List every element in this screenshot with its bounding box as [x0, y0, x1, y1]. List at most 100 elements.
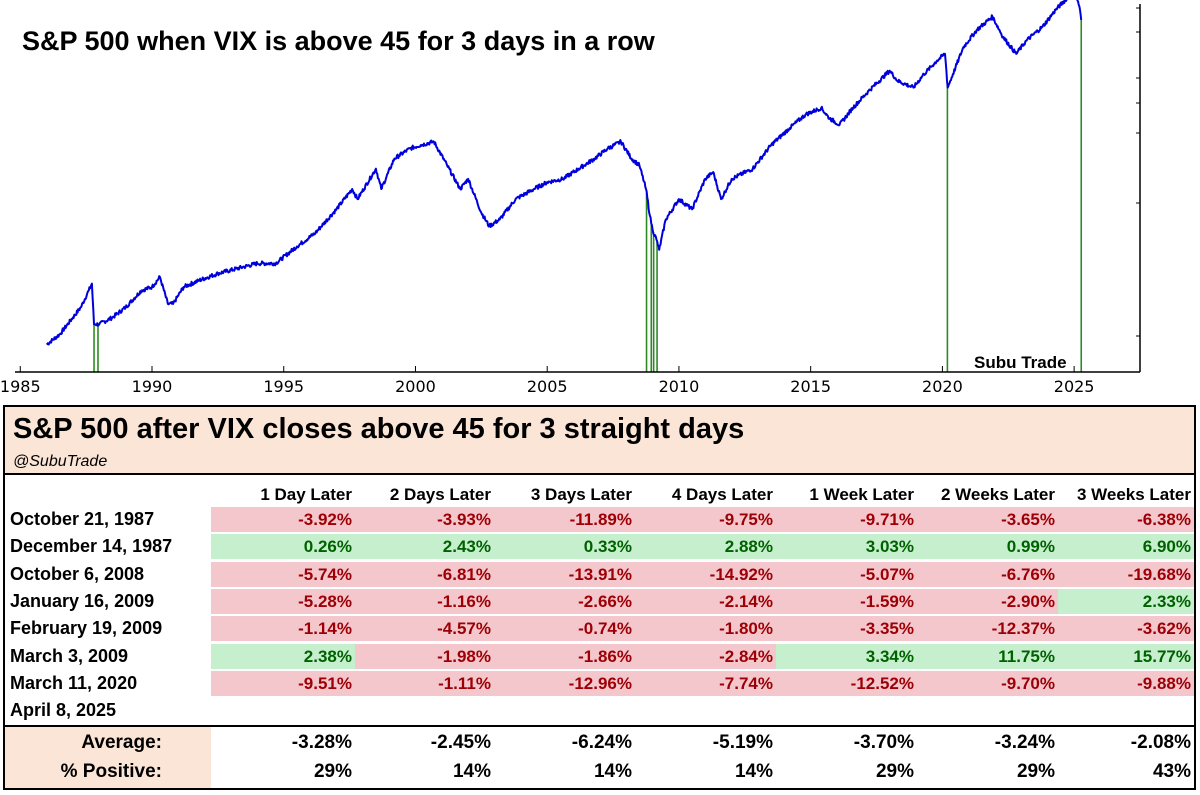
sp500-series-line	[46, 0, 1083, 346]
column-header: 3 Weeks Later	[1076, 485, 1191, 504]
table-cell	[1058, 698, 1194, 723]
summary-value: -3.24%	[994, 732, 1055, 753]
table-cell: -1.80%	[635, 616, 776, 642]
table-cell: -6.81%	[355, 561, 494, 587]
table-cell: -1.98%	[355, 643, 494, 669]
table-cell	[635, 698, 776, 723]
x-tick-label: 2010	[659, 377, 700, 396]
summary-value: -2.45%	[430, 732, 491, 753]
summary-label: % Positive:	[60, 761, 162, 782]
x-tick-label: 1985	[0, 377, 41, 396]
summary-value: -6.24%	[571, 732, 632, 753]
table-cell: -4.57%	[355, 616, 494, 642]
table-cell: -2.66%	[494, 588, 635, 614]
table-cell: -9.88%	[1058, 670, 1194, 696]
summary-value: -3.28%	[291, 732, 352, 753]
row-date-label: March 11, 2020	[10, 672, 138, 693]
table-cell: 0.26%	[211, 534, 355, 560]
x-tick-label: 1995	[263, 377, 304, 396]
table-cell: -6.38%	[1058, 507, 1194, 532]
table-cell: 3.34%	[776, 643, 917, 669]
table-cell: -5.28%	[211, 588, 355, 614]
x-tick-label: 2000	[395, 377, 436, 396]
table-cell: -3.92%	[211, 507, 355, 532]
table-cell: -5.74%	[211, 561, 355, 587]
summary-value: 29%	[313, 761, 352, 782]
table-cell: 6.90%	[1058, 534, 1194, 560]
summary-label: Average:	[81, 732, 162, 753]
table-cell: 0.33%	[494, 534, 635, 560]
series-layer	[46, 0, 1083, 346]
table-cell: -0.74%	[494, 616, 635, 642]
table-cell: -1.14%	[211, 616, 355, 642]
table-cell: 2.38%	[211, 643, 355, 669]
row-date-label: October 21, 1987	[10, 509, 155, 529]
summary-value: 43%	[1152, 761, 1191, 782]
summary-value: 14%	[734, 761, 773, 782]
table-cell: 2.33%	[1058, 588, 1194, 614]
table-cell: 2.88%	[635, 534, 776, 560]
table-cell: -9.70%	[917, 670, 1058, 696]
watermark-label: Subu Trade	[974, 353, 1067, 372]
table-header: S&P 500 after VIX closes above 45 for 3 …	[5, 407, 1194, 475]
x-tick-label: 2015	[790, 377, 831, 396]
table-cell: -12.96%	[494, 670, 635, 696]
results-table: S&P 500 after VIX closes above 45 for 3 …	[3, 405, 1196, 790]
column-header: 2 Days Later	[389, 485, 491, 504]
column-header: 3 Days Later	[530, 485, 632, 504]
table-cell	[776, 698, 917, 723]
summary-band: Average: -3.28% -2.45% -6.24% -5.19% -3.70% -3…	[5, 725, 1194, 788]
table-cell: -9.51%	[211, 670, 355, 696]
x-tick-label: 1990	[132, 377, 173, 396]
event-marker-layer	[93, 20, 1083, 372]
summary-label-background	[5, 727, 211, 788]
table-cell: 11.75%	[917, 643, 1058, 669]
table-cell: -9.75%	[635, 507, 776, 532]
table-cell: 15.77%	[1058, 643, 1194, 669]
table-cell: -19.68%	[1058, 561, 1194, 587]
row-date-label: April 8, 2025	[10, 700, 117, 721]
table-cell: -2.14%	[635, 588, 776, 614]
table-title: S&P 500 after VIX closes above 45 for 3 …	[13, 413, 745, 445]
table-cell: 0.99%	[917, 534, 1058, 560]
table-cell: -1.16%	[355, 588, 494, 614]
column-header: 4 Days Later	[671, 485, 773, 504]
chart-area: 1985 1990 1995 2000 2005 2010 2015 2020 2025 S&P…	[0, 0, 1141, 396]
row-date-label: February 19, 2009	[10, 618, 163, 639]
table-cell: -12.37%	[917, 616, 1058, 642]
table-cell: -1.11%	[355, 670, 494, 696]
summary-value: 29%	[875, 761, 914, 782]
table-cell: -2.84%	[635, 643, 776, 669]
table-cell: -3.62%	[1058, 616, 1194, 642]
sp500-line-chart: 1985 1990 1995 2000 2005 2010 2015 2020 2025 S&P…	[0, 0, 1141, 396]
table-cell: -3.35%	[776, 616, 917, 642]
table-cell: -3.65%	[917, 507, 1058, 532]
table-cell: 2.43%	[355, 534, 494, 560]
chart-title: S&P 500 when VIX is above 45 for 3 days …	[22, 26, 656, 56]
table-cell	[917, 698, 1058, 723]
table-cell: -11.89%	[494, 507, 635, 532]
summary-value: 29%	[1016, 761, 1055, 782]
axis-layer: 1985 1990 1995 2000 2005 2010 2015 2020 2025	[0, 4, 1141, 396]
table-cell	[355, 698, 494, 723]
summary-value: 14%	[452, 761, 491, 782]
x-tick-label: 2020	[922, 377, 963, 396]
table-cell: -6.76%	[917, 561, 1058, 587]
column-header: 1 Day Later	[260, 485, 352, 504]
column-header: 2 Weeks Later	[940, 485, 1055, 504]
summary-value: -2.08%	[1130, 732, 1191, 753]
x-tick-label: 2025	[1054, 377, 1095, 396]
table-cell: -13.91%	[494, 561, 635, 587]
table-cell: -9.71%	[776, 507, 917, 532]
table-handle: @SubuTrade	[13, 453, 108, 470]
table-cell: -3.93%	[355, 507, 494, 532]
row-date-label: January 16, 2009	[10, 590, 155, 611]
x-tick-label: 2005	[527, 377, 568, 396]
table-cell: -14.92%	[635, 561, 776, 587]
table-cell: -1.86%	[494, 643, 635, 669]
row-date-label: December 14, 1987	[10, 536, 173, 557]
summary-value: -3.70%	[853, 732, 914, 753]
table-cell: -5.07%	[776, 561, 917, 587]
summary-value: 14%	[593, 761, 632, 782]
table-cell	[494, 698, 635, 723]
